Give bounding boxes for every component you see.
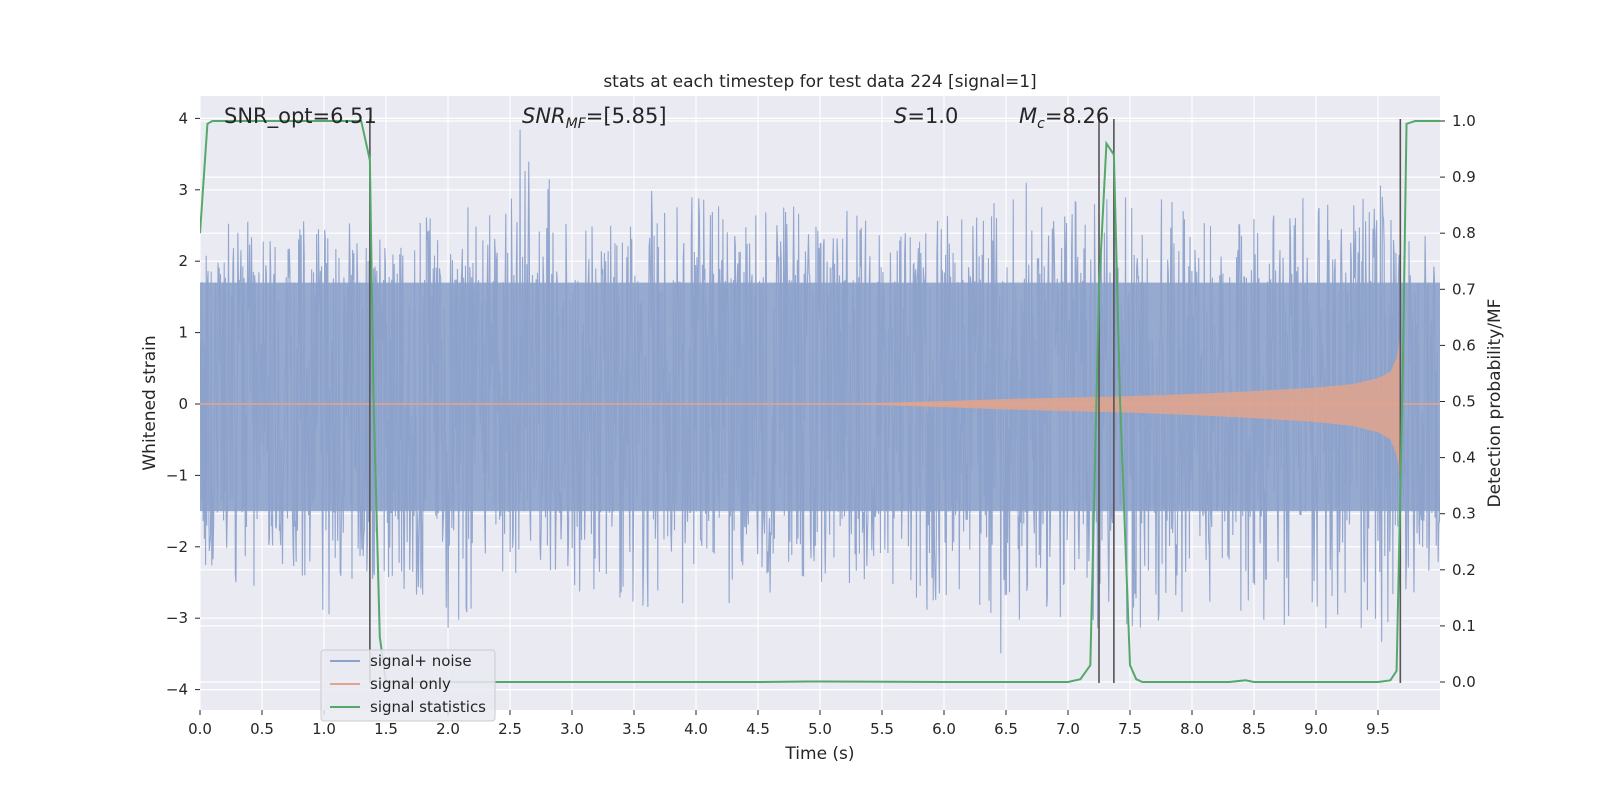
x-tick-label: 2.0 [436, 720, 460, 738]
y-left-tick-label: −2 [166, 538, 188, 556]
legend[interactable]: signal+ noise signal only signal statist… [320, 649, 496, 722]
legend-label-signal-noise: signal+ noise [370, 652, 472, 670]
x-tick-label: 3.0 [560, 720, 584, 738]
y-left-tick-label: −3 [166, 609, 188, 627]
x-tick-label: 4.0 [684, 720, 708, 738]
x-tick-label: 7.0 [1056, 720, 1080, 738]
signal-statistics-layer [200, 120, 1440, 683]
y-right-tick-label: 0.3 [1452, 505, 1476, 523]
data-layer [200, 129, 1440, 654]
x-tick-label: 8.5 [1242, 720, 1266, 738]
annotation-s: S=1.0 [894, 104, 958, 128]
annotation-snr-mf: SNRMF=[5.85] [522, 104, 667, 132]
x-tick-label: 8.0 [1180, 720, 1204, 738]
y-right-tick-label: 0.0 [1452, 673, 1476, 691]
tick-layer: 0.0 0.5 1.0 1.5 2.0 2.5 3.0 3.5 4.0 4.5 5.0 5.5 6.0 6… [166, 109, 1476, 738]
y-right-tick-label: 0.4 [1452, 449, 1476, 467]
snr-mf-subscript: MF [566, 116, 587, 132]
snr-mf-value: =[5.85] [586, 104, 667, 128]
mc-symbol: M [1019, 104, 1037, 128]
x-tick-label: 1.5 [374, 720, 398, 738]
y-left-tick-label: 4 [178, 109, 188, 127]
s-symbol: S [894, 104, 907, 128]
x-tick-label: 2.5 [498, 720, 522, 738]
x-tick-label: 9.0 [1304, 720, 1328, 738]
x-tick-label: 9.5 [1366, 720, 1390, 738]
x-axis-label: Time (s) [784, 744, 854, 764]
s-value: =1.0 [907, 104, 958, 128]
y-left-tick-label: −4 [166, 681, 188, 699]
y-right-tick-label: 0.9 [1452, 168, 1476, 186]
y-left-tick-label: 3 [178, 181, 188, 199]
mc-value: =8.26 [1045, 104, 1109, 128]
y-left-tick-label: 1 [178, 324, 188, 342]
x-tick-label: 0.0 [188, 720, 212, 738]
y-left-tick-label: 0 [178, 395, 188, 413]
y-right-tick-label: 0.1 [1452, 617, 1476, 635]
y-right-tick-label: 0.6 [1452, 336, 1476, 354]
mc-subscript: c [1037, 116, 1045, 132]
x-tick-label: 3.5 [622, 720, 646, 738]
x-tick-label: 1.0 [312, 720, 336, 738]
y-right-tick-label: 0.5 [1452, 393, 1476, 411]
y-right-tick-label: 1.0 [1452, 112, 1476, 130]
y-right-tick-label: 0.8 [1452, 224, 1476, 242]
annotation-snr-opt: SNR_opt=6.51 [224, 104, 377, 129]
series-signal-only-envelope [200, 336, 1401, 479]
x-tick-label: 6.5 [994, 720, 1018, 738]
y-axis-label-left: Whitened strain [140, 335, 160, 470]
annotation-mc: Mc=8.26 [1019, 104, 1109, 132]
y-right-tick-label: 0.2 [1452, 561, 1476, 579]
x-tick-label: 7.5 [1118, 720, 1142, 738]
x-tick-label: 5.5 [870, 720, 894, 738]
legend-box [320, 649, 496, 722]
y-axis-label-right: Detection probability/MF [1485, 299, 1505, 508]
x-tick-label: 6.0 [932, 720, 956, 738]
series-signal-statistics [200, 120, 1440, 683]
legend-label-signal-only: signal only [370, 675, 451, 693]
x-tick-label: 0.5 [250, 720, 274, 738]
y-left-tick-label: 2 [178, 252, 188, 270]
y-right-tick-label: 0.7 [1452, 280, 1476, 298]
x-tick-label: 4.5 [746, 720, 770, 738]
legend-label-signal-statistics: signal statistics [370, 698, 486, 716]
snr-mf-symbol: SNR [522, 104, 566, 128]
y-left-tick-label: −1 [166, 466, 188, 484]
x-tick-label: 5.0 [808, 720, 832, 738]
chart-title: stats at each timestep for test data 224… [603, 72, 1036, 92]
